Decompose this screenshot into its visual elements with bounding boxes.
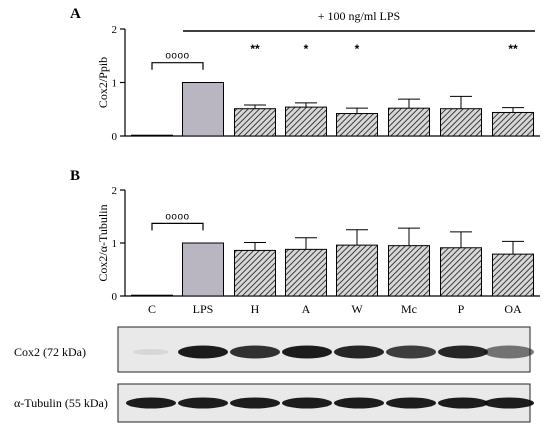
- blot-bands-cox2: [133, 345, 534, 359]
- blot-band-cox2: [282, 345, 332, 359]
- pa-y-tick-label: 2: [112, 24, 118, 36]
- blot-band-cox2: [438, 345, 488, 359]
- pa-significance-mark: *: [355, 42, 360, 56]
- pb-y-tick-label: 1: [112, 238, 118, 250]
- pb-category-label: H: [251, 302, 260, 316]
- pa-significance-bracket: [151, 62, 204, 70]
- pb-bar-p: [440, 247, 482, 297]
- pb-category-label: Mc: [401, 302, 417, 316]
- blot-bands-tubulin: [126, 397, 534, 409]
- blot-band-tubulin: [334, 397, 384, 409]
- pb-y-tick-label: 2: [112, 185, 118, 197]
- blot-label-cox2: Cox2 (72 kDa): [14, 345, 86, 359]
- pa-bar-a: [285, 106, 327, 137]
- pa-bar-oa: [492, 111, 534, 137]
- pa-significance-mark: *: [304, 42, 309, 56]
- pa-bar-lps: [182, 82, 224, 137]
- blot-band-tubulin: [126, 397, 176, 409]
- blot-band-cox2: [133, 349, 169, 355]
- blot-band-cox2: [230, 345, 280, 359]
- pb-significance-mark: oooo: [165, 211, 189, 222]
- blot-label-tubulin: α-Tubulin (55 kDa): [14, 396, 108, 410]
- pa-significance-mark: oooo: [165, 51, 189, 62]
- pb-bar-w: [336, 244, 378, 297]
- panel-b-letter: B: [70, 168, 80, 184]
- pb-category-label: W: [351, 302, 363, 316]
- pb-bar-c: [131, 294, 173, 297]
- pa-significance-mark: **: [508, 42, 518, 56]
- panel-a-letter: A: [70, 6, 81, 22]
- blot-band-tubulin: [230, 397, 280, 409]
- pb-significance-bracket: [151, 222, 204, 231]
- pb-y-axis-label: Cox2/α-Tubulin: [96, 204, 110, 281]
- blot-band-cox2: [334, 345, 384, 359]
- pa-y-axis-label: Cox2/Ppib: [96, 57, 110, 108]
- blot-band-tubulin: [386, 397, 436, 409]
- pb-bar-a: [285, 248, 327, 297]
- pa-bar-c: [131, 134, 173, 137]
- pb-bar-h: [234, 249, 276, 297]
- pb-category-label: C: [148, 302, 156, 316]
- blot-band-tubulin: [484, 397, 534, 409]
- pa-bar-w: [336, 113, 378, 137]
- pa-y-tick-label: 1: [112, 78, 118, 90]
- blot-band-tubulin: [178, 397, 228, 409]
- pa-significance-mark: **: [250, 42, 260, 56]
- blot-band-cox2: [386, 345, 436, 359]
- pa-y-tick-label: 0: [112, 131, 118, 143]
- pb-y-tick-label: 0: [112, 291, 118, 303]
- pb-category-label: A: [302, 302, 311, 316]
- pb-category-label: LPS: [193, 302, 214, 316]
- pb-bar-mc: [388, 245, 430, 297]
- pa-bar-p: [440, 108, 482, 137]
- pb-bar-oa: [492, 253, 534, 297]
- treatment-label: + 100 ng/ml LPS: [318, 9, 400, 23]
- blot-band-cox2: [484, 345, 534, 359]
- pa-bar-h: [234, 108, 276, 137]
- pb-category-label: P: [458, 302, 465, 316]
- blot-band-tubulin: [282, 397, 332, 409]
- pa-bar-mc: [388, 107, 430, 137]
- pb-category-label: OA: [504, 302, 522, 316]
- pb-bar-lps: [182, 242, 224, 297]
- blot-band-cox2: [178, 345, 228, 359]
- blot-band-tubulin: [438, 397, 488, 409]
